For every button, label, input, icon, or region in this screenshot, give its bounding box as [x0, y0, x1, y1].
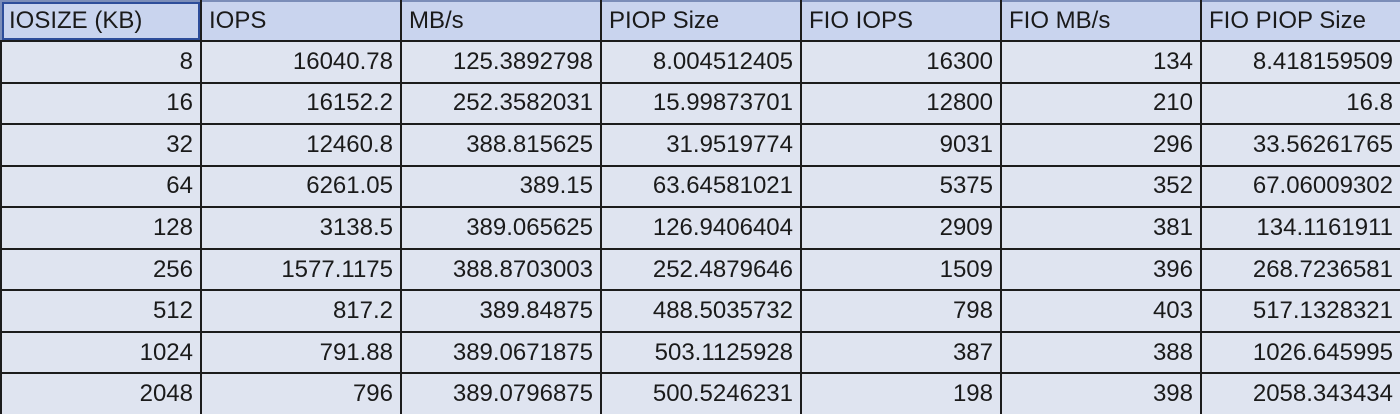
- cell-iops[interactable]: 817.2: [200, 289, 402, 333]
- cell-piop-size[interactable]: 31.9519774: [600, 123, 802, 167]
- table-row: 128 3138.5 389.065625 126.9406404 2909 381 134…: [0, 206, 1400, 250]
- cell-fio-iops[interactable]: 5375: [800, 164, 1002, 209]
- cell-iosize[interactable]: 128: [0, 206, 202, 250]
- cell-fio-iops[interactable]: 387: [800, 330, 1002, 375]
- cell-fio-piop-size[interactable]: 1026.645995: [1200, 330, 1400, 375]
- cell-fio-piop-size[interactable]: 517.1328321: [1200, 289, 1400, 333]
- cell-fio-iops[interactable]: 198: [800, 372, 1002, 414]
- cell-fio-mbs[interactable]: 381: [1000, 206, 1202, 250]
- cell-fio-iops[interactable]: 12800: [800, 81, 1002, 126]
- table-row: 256 1577.1175 388.8703003 252.4879646 1509 39…: [0, 247, 1400, 292]
- cell-fio-mbs[interactable]: 296: [1000, 123, 1202, 167]
- cell-fio-mbs[interactable]: 403: [1000, 289, 1202, 333]
- cell-mbs[interactable]: 389.84875: [400, 289, 602, 333]
- cell-fio-piop-size[interactable]: 33.56261765: [1200, 123, 1400, 167]
- cell-piop-size[interactable]: 15.99873701: [600, 81, 802, 126]
- table-row: 64 6261.05 389.15 63.64581021 5375 352 67.0600…: [0, 164, 1400, 209]
- cell-fio-mbs[interactable]: 352: [1000, 164, 1202, 209]
- cell-fio-mbs[interactable]: 134: [1000, 40, 1202, 84]
- cell-iops[interactable]: 6261.05: [200, 164, 402, 209]
- cell-fio-piop-size[interactable]: 2058.343434: [1200, 372, 1400, 414]
- cell-iosize[interactable]: 2048: [0, 372, 202, 414]
- cell-piop-size[interactable]: 500.5246231: [600, 372, 802, 414]
- cell-mbs[interactable]: 388.815625: [400, 123, 602, 167]
- cell-mbs[interactable]: 388.8703003: [400, 247, 602, 292]
- cell-piop-size[interactable]: 126.9406404: [600, 206, 802, 250]
- header-fio-piop-size[interactable]: FIO PIOP Size: [1200, 0, 1400, 42]
- cell-fio-iops[interactable]: 16300: [800, 40, 1002, 84]
- cell-mbs[interactable]: 125.3892798: [400, 40, 602, 84]
- cell-piop-size[interactable]: 63.64581021: [600, 164, 802, 209]
- cell-piop-size[interactable]: 252.4879646: [600, 247, 802, 292]
- cell-mbs[interactable]: 389.065625: [400, 206, 602, 250]
- cell-iosize[interactable]: 64: [0, 164, 202, 209]
- table-row: 1024 791.88 389.0671875 503.1125928 387 388 10…: [0, 330, 1400, 375]
- cell-iops[interactable]: 1577.1175: [200, 247, 402, 292]
- table-row: 512 817.2 389.84875 488.5035732 798 403 517.13…: [0, 289, 1400, 333]
- cell-fio-mbs[interactable]: 388: [1000, 330, 1202, 375]
- cell-iosize[interactable]: 16: [0, 81, 202, 126]
- cell-iosize[interactable]: 8: [0, 40, 202, 84]
- cell-iops[interactable]: 16152.2: [200, 81, 402, 126]
- cell-fio-iops[interactable]: 798: [800, 289, 1002, 333]
- header-piop-size[interactable]: PIOP Size: [600, 0, 802, 42]
- cell-iops[interactable]: 796: [200, 372, 402, 414]
- table-row: 16 16152.2 252.3582031 15.99873701 12800 210 1…: [0, 81, 1400, 126]
- table-row: 2048 796 389.0796875 500.5246231 198 398 2058.…: [0, 372, 1400, 414]
- table-row: 32 12460.8 388.815625 31.9519774 9031 296 33.5…: [0, 123, 1400, 167]
- cell-mbs[interactable]: 389.0796875: [400, 372, 602, 414]
- table-row: 8 16040.78 125.3892798 8.004512405 16300 134 8…: [0, 40, 1400, 84]
- header-iops[interactable]: IOPS: [200, 0, 402, 42]
- cell-iops[interactable]: 3138.5: [200, 206, 402, 250]
- cell-iosize[interactable]: 1024: [0, 330, 202, 375]
- cell-iops[interactable]: 791.88: [200, 330, 402, 375]
- cell-fio-iops[interactable]: 2909: [800, 206, 1002, 250]
- cell-mbs[interactable]: 252.3582031: [400, 81, 602, 126]
- cell-piop-size[interactable]: 503.1125928: [600, 330, 802, 375]
- cell-fio-piop-size[interactable]: 268.7236581: [1200, 247, 1400, 292]
- header-iosize[interactable]: IOSIZE (KB): [0, 0, 202, 42]
- cell-fio-iops[interactable]: 9031: [800, 123, 1002, 167]
- cell-fio-mbs[interactable]: 398: [1000, 372, 1202, 414]
- cell-fio-mbs[interactable]: 210: [1000, 81, 1202, 126]
- cell-fio-piop-size[interactable]: 67.06009302: [1200, 164, 1400, 209]
- cell-iosize[interactable]: 256: [0, 247, 202, 292]
- cell-piop-size[interactable]: 488.5035732: [600, 289, 802, 333]
- header-row: IOSIZE (KB) IOPS MB/s PIOP Size FIO IOPS…: [0, 0, 1400, 42]
- cell-piop-size[interactable]: 8.004512405: [600, 40, 802, 84]
- header-fio-iops[interactable]: FIO IOPS: [800, 0, 1002, 42]
- cell-fio-piop-size[interactable]: 16.8: [1200, 81, 1400, 126]
- cell-fio-mbs[interactable]: 396: [1000, 247, 1202, 292]
- cell-iosize[interactable]: 32: [0, 123, 202, 167]
- cell-iops[interactable]: 16040.78: [200, 40, 402, 84]
- header-mbs[interactable]: MB/s: [400, 0, 602, 42]
- cell-fio-iops[interactable]: 1509: [800, 247, 1002, 292]
- cell-mbs[interactable]: 389.15: [400, 164, 602, 209]
- cell-fio-piop-size[interactable]: 8.418159509: [1200, 40, 1400, 84]
- header-fio-mbs[interactable]: FIO MB/s: [1000, 0, 1202, 42]
- cell-iosize[interactable]: 512: [0, 289, 202, 333]
- cell-fio-piop-size[interactable]: 134.1161911: [1200, 206, 1400, 250]
- cell-iops[interactable]: 12460.8: [200, 123, 402, 167]
- cell-mbs[interactable]: 389.0671875: [400, 330, 602, 375]
